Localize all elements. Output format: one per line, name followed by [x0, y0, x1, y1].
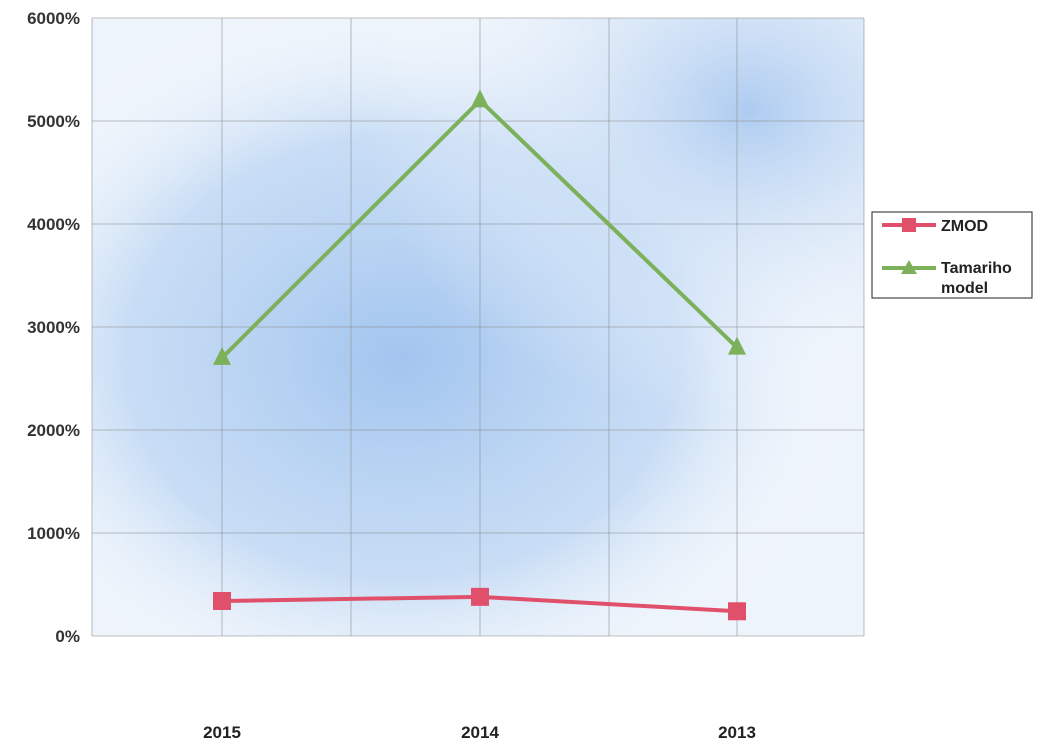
y-tick-label: 3000% — [27, 318, 80, 337]
data-point-zmod — [728, 602, 746, 621]
legend-item-tamariho-model: Tamariho model — [882, 260, 1016, 297]
y-tick-label: 4000% — [27, 215, 80, 234]
gridlines — [91, 17, 865, 637]
legend-label-zmod: ZMOD — [941, 218, 988, 235]
data-point-tamariho-model — [728, 336, 746, 355]
legend-label-tamariho-model: Tamariho model — [941, 260, 1016, 297]
x-axis-ticks: 2015 2014 2013 — [203, 723, 756, 742]
data-point-tamariho-model — [471, 89, 489, 108]
data-point-tamariho-model — [213, 346, 231, 365]
x-tick-label: 2014 — [461, 723, 499, 742]
y-axis-ticks: 0% 1000% 2000% 3000% 4000% 5000% 6000% — [27, 9, 80, 646]
y-tick-label: 5000% — [27, 112, 80, 131]
y-tick-label: 6000% — [27, 9, 80, 28]
y-tick-label: 2000% — [27, 421, 80, 440]
x-tick-label: 2013 — [718, 723, 756, 742]
legend-marker-zmod — [902, 218, 916, 232]
legend-marker-tamariho-model — [901, 260, 917, 274]
legend: ZMOD Tamariho model — [871, 211, 1033, 299]
legend-label-tamariho-line1: Tamariho — [941, 260, 1012, 277]
y-tick-label: 0% — [55, 627, 80, 646]
series-layer — [213, 89, 746, 621]
data-point-zmod — [471, 587, 489, 606]
legend-label-tamariho-line2: model — [941, 280, 988, 297]
x-tick-label: 2015 — [203, 723, 241, 742]
legend-item-zmod: ZMOD — [882, 218, 988, 235]
y-tick-label: 1000% — [27, 524, 80, 543]
data-point-zmod — [213, 591, 231, 610]
